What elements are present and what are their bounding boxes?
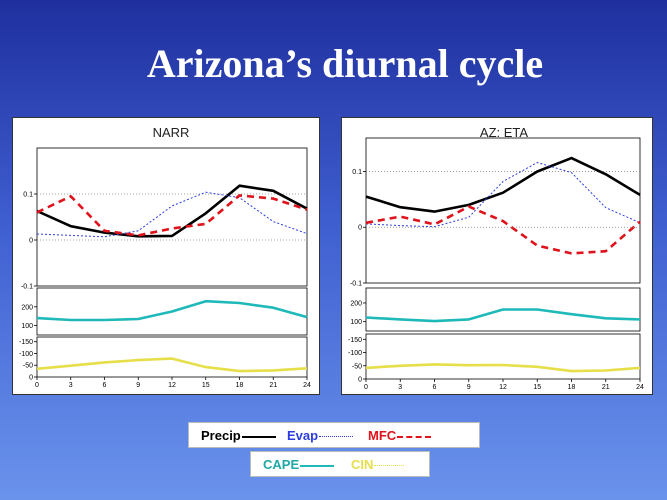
eta-xtick-label: 24 — [636, 384, 644, 391]
eta-xtick-label: 6 — [433, 384, 437, 391]
eta-chart-title: AZ: ETA — [480, 125, 528, 140]
legend-swatch-cape — [300, 464, 335, 467]
narr-xtick-label: 15 — [202, 382, 210, 389]
eta-series-mfc — [365, 205, 641, 255]
narr-series-cape — [36, 299, 308, 322]
legend-label-mfc: MFC — [368, 428, 397, 443]
legend-swatch-cin — [374, 465, 405, 467]
narr-top-ytick-label: -0.1 — [21, 284, 33, 291]
legend-item-cin: CIN — [351, 457, 405, 472]
narr-cin-ytick-label: -150 — [19, 339, 33, 346]
narr-xtick-label: 21 — [269, 382, 277, 389]
narr-xtick-label: 12 — [168, 382, 176, 389]
eta-series-precip — [365, 156, 641, 213]
eta-xtick-label: 21 — [602, 384, 610, 391]
narr-top-frame — [36, 147, 308, 287]
legend-item-mfc: MFC — [368, 428, 432, 443]
eta-cin-ytick-label: -50 — [352, 363, 362, 370]
narr-series-cin — [36, 357, 308, 373]
legend-label-precip: Precip — [201, 428, 241, 443]
narr-series-evap — [36, 191, 308, 238]
narr-chart-panel: NARR 0.1 0 -0.1 200 100 -150 -100 -50 0 0 3 6 9 12 15 1… — [12, 117, 320, 395]
narr-xtick-label: 0 — [35, 382, 39, 389]
eta-cin-ytick-label: -150 — [348, 337, 362, 344]
narr-xtick-label: 18 — [236, 382, 244, 389]
slide-title: Arizona’s diurnal cycle — [146, 41, 544, 86]
narr-cin-ytick-label: -100 — [19, 351, 33, 358]
narr-xtick-label: 3 — [69, 382, 73, 389]
legend-cape-cin: CAPE CIN — [250, 451, 430, 477]
narr-xtick-label: 24 — [303, 382, 311, 389]
narr-cin-ytick-label: 0 — [29, 375, 33, 382]
legend-item-precip: Precip — [201, 428, 276, 443]
eta-xtick-label: 0 — [364, 384, 368, 391]
narr-top-ytick-label: 0.1 — [23, 192, 33, 199]
narr-cape-ytick-label: 200 — [21, 304, 33, 311]
legend-item-cape: CAPE — [263, 457, 335, 472]
eta-chart-panel: AZ: ETA 0.1 0 -0.1 200 100 -150 -100 -50 0 0 3 6 9 12… — [341, 117, 653, 395]
eta-cin-frame — [365, 333, 641, 380]
legend-label-evap: Evap — [287, 428, 319, 443]
narr-series-precip — [36, 184, 308, 238]
narr-cin-ytick-label: -50 — [23, 363, 33, 370]
eta-series-cape — [365, 308, 641, 323]
eta-series-cin — [365, 363, 641, 373]
eta-xtick-label: 18 — [568, 384, 576, 391]
legend-swatch-precip — [241, 435, 276, 438]
eta-top-ytick-label: -0.1 — [350, 281, 362, 288]
eta-top-frame — [365, 137, 641, 284]
narr-series-mfc — [36, 194, 308, 237]
narr-xtick-label: 6 — [103, 382, 107, 389]
legend-label-cin: CIN — [351, 457, 374, 472]
eta-cin-ytick-label: 0 — [358, 377, 362, 384]
eta-xtick-label: 9 — [467, 384, 471, 391]
narr-cape-frame — [36, 287, 308, 336]
narr-cape-ytick-label: 100 — [21, 323, 33, 330]
eta-series-evap — [365, 162, 641, 228]
eta-cape-ytick-label: 100 — [350, 319, 362, 326]
eta-xtick-label: 12 — [499, 384, 507, 391]
legend-swatch-mfc — [397, 435, 432, 438]
legend-swatch-evap — [319, 436, 354, 438]
eta-cape-ytick-label: 200 — [350, 300, 362, 307]
eta-cin-ytick-label: -100 — [348, 350, 362, 357]
narr-chart-title: NARR — [153, 125, 190, 140]
eta-xtick-label: 15 — [533, 384, 541, 391]
legend-precip-evap-mfc: Precip Evap MFC — [188, 422, 480, 448]
legend-item-evap: Evap — [287, 428, 354, 443]
eta-top-ytick-label: 0 — [358, 225, 362, 232]
eta-cape-frame — [365, 287, 641, 332]
eta-xtick-label: 3 — [398, 384, 402, 391]
narr-top-ytick-label: 0 — [29, 238, 33, 245]
legend-label-cape: CAPE — [263, 457, 300, 472]
narr-xtick-label: 9 — [136, 382, 140, 389]
eta-top-ytick-label: 0.1 — [352, 169, 362, 176]
